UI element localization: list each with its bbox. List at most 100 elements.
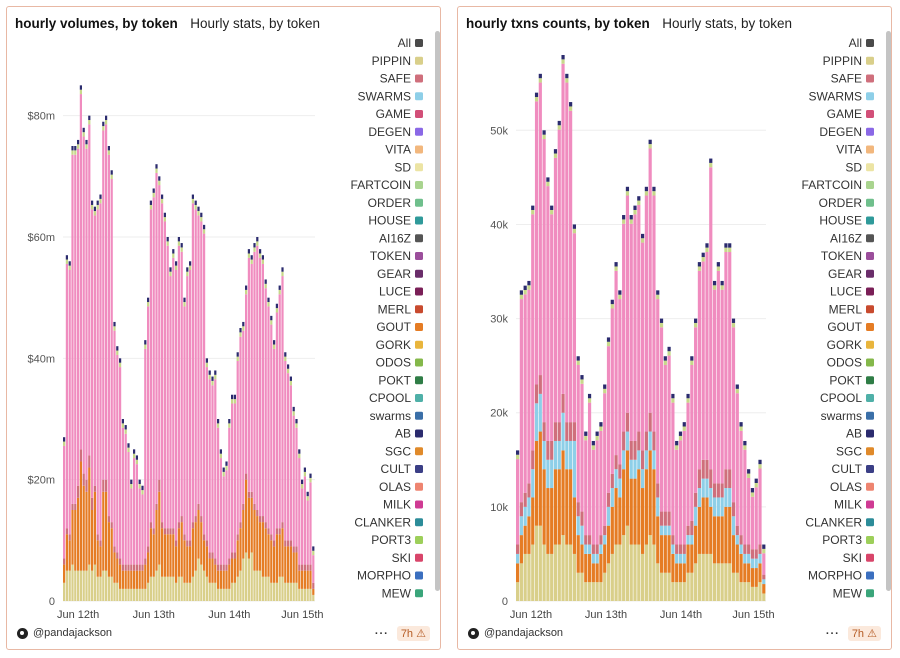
bar-segment-swarms[interactable] — [750, 558, 755, 569]
bar-segment-cap[interactable] — [682, 426, 686, 431]
bar-segment-main[interactable] — [720, 289, 724, 484]
bar-segment-main[interactable] — [124, 433, 127, 565]
bar-segment-pippin[interactable] — [85, 570, 88, 601]
bar-segment-top[interactable] — [523, 285, 527, 291]
bar-segment-top[interactable] — [135, 455, 138, 460]
bar-segment-other[interactable] — [284, 540, 287, 547]
legend-label[interactable]: VITA — [385, 143, 411, 157]
bar-segment-gout[interactable] — [79, 461, 82, 571]
bar-segment-top[interactable] — [724, 243, 728, 248]
bar-segment-pippin[interactable] — [516, 582, 520, 601]
bar-segment-gout[interactable] — [264, 528, 267, 577]
bar-segment-top[interactable] — [538, 73, 542, 79]
bar-segment-other[interactable] — [217, 564, 220, 571]
bar-segment-swarms[interactable] — [648, 431, 652, 451]
bar-segment-top[interactable] — [141, 485, 144, 491]
bar-segment-pippin[interactable] — [576, 572, 580, 601]
bar-segment-pippin[interactable] — [550, 553, 554, 601]
legend-swatch[interactable] — [415, 411, 423, 420]
legend-swatch[interactable] — [415, 500, 423, 509]
bar-segment-pippin[interactable] — [82, 570, 85, 601]
bar-segment-other[interactable] — [694, 492, 698, 507]
bar-segment-main[interactable] — [74, 154, 77, 504]
legend-label[interactable]: CLANKER — [354, 515, 411, 529]
bar-segment-other[interactable] — [105, 479, 108, 492]
bar-segment-top[interactable] — [110, 170, 113, 175]
bar-segment-pippin[interactable] — [542, 544, 546, 601]
bar-segment-main[interactable] — [618, 299, 622, 465]
bar-segment-gout[interactable] — [96, 540, 99, 577]
bar-segment-main[interactable] — [648, 148, 652, 413]
bar-segment-top[interactable] — [147, 297, 150, 303]
legend-swatch[interactable] — [866, 163, 874, 172]
bar-segment-other[interactable] — [74, 503, 77, 510]
bar-segment-other[interactable] — [141, 564, 144, 571]
bar-segment-main[interactable] — [85, 148, 88, 480]
bar-segment-cap[interactable] — [743, 445, 747, 450]
legend-swatch[interactable] — [866, 429, 874, 438]
legend-label[interactable]: GORK — [827, 338, 862, 352]
bar-segment-top[interactable] — [256, 237, 259, 242]
bar-segment-main[interactable] — [534, 101, 539, 385]
bar-segment-cap[interactable] — [186, 271, 189, 277]
bar-segment-pippin[interactable] — [93, 564, 96, 601]
bar-segment-cap[interactable] — [289, 380, 292, 386]
legend-swatch[interactable] — [415, 305, 423, 314]
bar-segment-cap[interactable] — [724, 247, 728, 253]
bar-segment-gout[interactable] — [701, 497, 705, 554]
legend-swatch[interactable] — [415, 39, 423, 47]
bar-segment-cap[interactable] — [595, 435, 599, 441]
bar-segment-other[interactable] — [261, 516, 264, 523]
bar-segment-top[interactable] — [127, 443, 130, 448]
bar-segment-top[interactable] — [259, 249, 262, 254]
bar-segment-cap[interactable] — [652, 191, 656, 196]
bar-segment-swarms[interactable] — [633, 459, 637, 479]
bar-segment-main[interactable] — [144, 348, 147, 559]
bar-segment-gout[interactable] — [591, 563, 595, 583]
bar-segment-main[interactable] — [273, 348, 276, 541]
legend-swatch[interactable] — [866, 553, 874, 562]
bar-segment-pippin[interactable] — [538, 525, 542, 601]
bar-segment-pippin[interactable] — [63, 582, 66, 601]
legend-swatch[interactable] — [415, 252, 423, 260]
bar-segment-pippin[interactable] — [641, 553, 645, 601]
bar-segment-top[interactable] — [739, 422, 743, 427]
bar-segment-cap[interactable] — [175, 265, 178, 271]
bar-segment-top[interactable] — [561, 55, 565, 60]
bar-segment-cap[interactable] — [119, 362, 122, 368]
bar-segment-other[interactable] — [690, 520, 694, 536]
bar-segment-other[interactable] — [731, 502, 736, 517]
bar-segment-cap[interactable] — [298, 453, 301, 459]
bar-segment-cap[interactable] — [65, 259, 68, 264]
bar-segment-pippin[interactable] — [200, 564, 203, 601]
bar-segment-cap[interactable] — [644, 191, 648, 196]
bar-segment-pippin[interactable] — [208, 582, 211, 601]
bar-segment-other[interactable] — [584, 535, 588, 545]
bar-segment-swarms[interactable] — [587, 544, 592, 554]
bar-segment-pippin[interactable] — [110, 576, 113, 601]
bar-segment-gout[interactable] — [194, 522, 197, 571]
bar-segment-cap[interactable] — [124, 429, 127, 434]
legend-label[interactable]: FARTCOIN — [802, 178, 862, 192]
bar-segment-cap[interactable] — [99, 198, 102, 204]
bar-segment-swarms[interactable] — [523, 506, 527, 526]
legend-swatch[interactable] — [415, 216, 423, 225]
bar-segment-gout[interactable] — [690, 544, 694, 573]
bar-segment-cap[interactable] — [519, 294, 523, 300]
bar-segment-gout[interactable] — [169, 534, 172, 577]
legend-swatch[interactable] — [415, 340, 423, 349]
bar-segment-cap[interactable] — [239, 332, 242, 337]
bar-segment-other[interactable] — [233, 552, 236, 559]
bar-segment-cap[interactable] — [633, 209, 637, 215]
bar-segment-cap[interactable] — [731, 322, 736, 328]
bar-segment-top[interactable] — [278, 285, 281, 290]
legend-label[interactable]: All — [849, 36, 862, 50]
bar-segment-top[interactable] — [591, 440, 595, 446]
bar-segment-gout[interactable] — [553, 469, 558, 545]
bar-segment-gout[interactable] — [228, 564, 231, 589]
bar-segment-pippin[interactable] — [71, 564, 74, 601]
bar-segment-main[interactable] — [561, 63, 565, 394]
bar-segment-top[interactable] — [309, 473, 312, 478]
bar-segment-main[interactable] — [110, 179, 113, 523]
bar-segment-main[interactable] — [99, 203, 102, 541]
